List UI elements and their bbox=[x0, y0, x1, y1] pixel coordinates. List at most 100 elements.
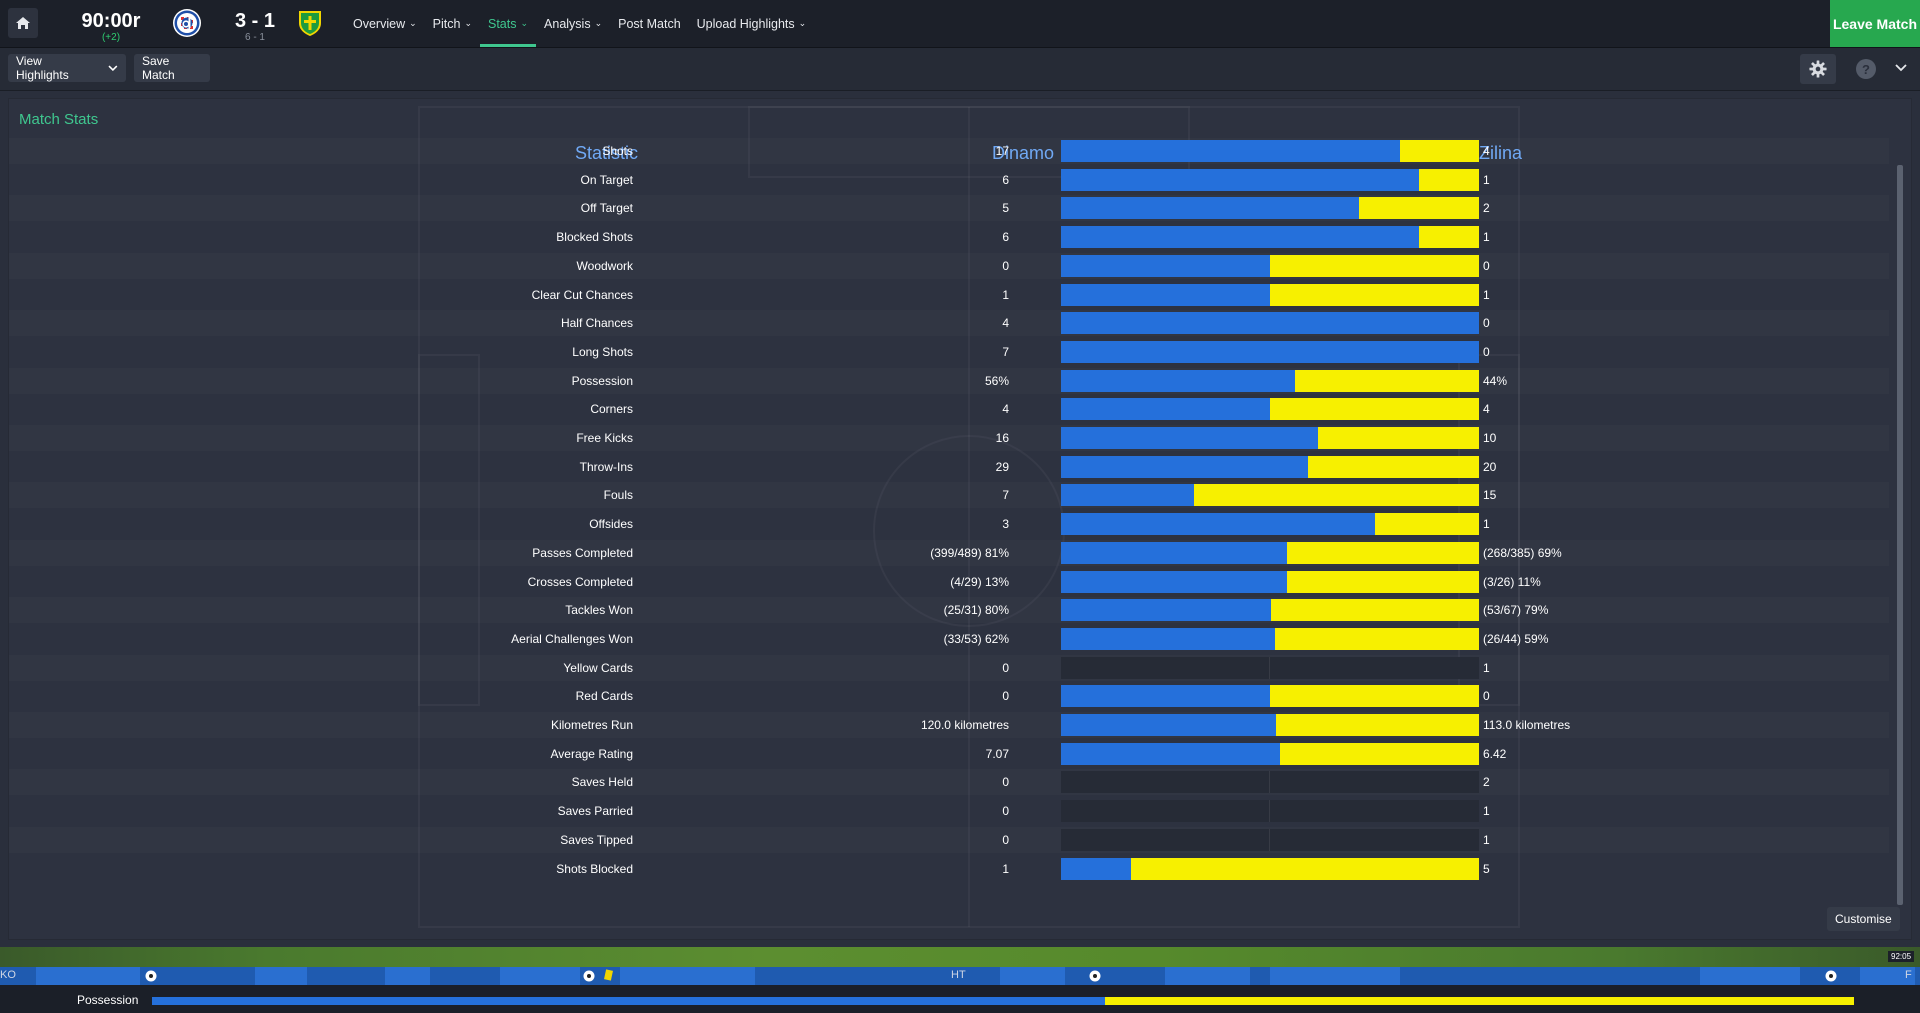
comparison-bar bbox=[1061, 369, 1479, 392]
match-timeline[interactable]: KO HT F bbox=[0, 967, 1920, 985]
home-bar bbox=[1061, 742, 1280, 765]
away-value: (3/26) 11% bbox=[1483, 574, 1541, 589]
stat-row: Shots Blocked 1 5 bbox=[9, 856, 1889, 882]
comparison-bar bbox=[1061, 857, 1479, 880]
stat-row: Crosses Completed (4/29) 13% (3/26) 11% bbox=[9, 569, 1889, 595]
nav-overview[interactable]: Overview ⌄ bbox=[345, 0, 425, 47]
home-value: 0 bbox=[1002, 832, 1009, 847]
away-value: 1 bbox=[1483, 804, 1490, 819]
match-stats-panel: Match Stats Statistic Dinamo Zilina Shot… bbox=[8, 98, 1912, 940]
stat-label: Crosses Completed bbox=[527, 574, 633, 589]
home-value: 120.0 kilometres bbox=[920, 718, 1009, 732]
timeline-segment bbox=[1700, 967, 1800, 985]
home-value: 4 bbox=[1002, 402, 1009, 417]
view-highlights-dropdown[interactable]: View Highlights bbox=[8, 54, 126, 82]
stat-row: Corners 4 4 bbox=[9, 396, 1889, 422]
stat-label: Offsides bbox=[589, 517, 633, 532]
home-value: (25/31) 80% bbox=[943, 603, 1009, 618]
comparison-bar bbox=[1061, 427, 1479, 449]
home-bar bbox=[1061, 398, 1270, 421]
comparison-bar bbox=[1061, 541, 1479, 564]
stat-row: Blocked Shots 6 1 bbox=[9, 224, 1889, 250]
away-value: (268/385) 69% bbox=[1483, 545, 1562, 560]
away-bar bbox=[1280, 742, 1479, 765]
away-value: (53/67) 79% bbox=[1483, 603, 1549, 618]
stat-label: Woodwork bbox=[576, 258, 633, 273]
scrollbar[interactable] bbox=[1897, 165, 1903, 905]
home-bar bbox=[1061, 714, 1276, 736]
nav-analysis[interactable]: Analysis ⌄ bbox=[536, 0, 610, 47]
more-menu-button[interactable] bbox=[1894, 60, 1908, 76]
stat-label: Average Rating bbox=[550, 746, 634, 761]
stat-label: Free Kicks bbox=[576, 431, 633, 445]
goal-ball-icon[interactable] bbox=[583, 970, 595, 982]
home-value: 29 bbox=[995, 459, 1009, 474]
match-nav: Overview ⌄ Pitch ⌄ Stats ⌄ Analysis ⌄ Po… bbox=[345, 0, 814, 47]
stat-row: Possession 56% 44% bbox=[9, 368, 1889, 394]
kick-off-marker: KO bbox=[0, 969, 16, 981]
stat-label: Throw-Ins bbox=[579, 459, 633, 474]
goal-ball-icon[interactable] bbox=[145, 970, 157, 982]
comparison-bar bbox=[1061, 168, 1479, 191]
possession-label: Possession bbox=[77, 993, 139, 1007]
bar-midline bbox=[1269, 800, 1270, 823]
scoreline: 3 - 1 6 - 1 bbox=[225, 10, 285, 43]
away-bar bbox=[1359, 197, 1479, 220]
stat-row: Passes Completed (399/489) 81% (268/385) 6… bbox=[9, 540, 1889, 566]
gear-icon bbox=[1809, 60, 1827, 78]
home-value: 0 bbox=[1002, 258, 1009, 273]
away-bar bbox=[1270, 685, 1479, 708]
comparison-bar bbox=[1061, 627, 1479, 650]
home-bar bbox=[1061, 685, 1270, 708]
goal-ball-icon[interactable] bbox=[1825, 970, 1837, 982]
home-bar bbox=[1061, 312, 1479, 335]
leave-match-button[interactable]: Leave Match bbox=[1830, 0, 1920, 47]
stat-row: Woodwork 0 0 bbox=[9, 253, 1889, 279]
settings-button[interactable] bbox=[1800, 54, 1836, 84]
stat-label: Tackles Won bbox=[565, 603, 633, 618]
stat-row: Tackles Won (25/31) 80% (53/67) 79% bbox=[9, 597, 1889, 623]
away-value: 2 bbox=[1483, 775, 1490, 790]
away-bar bbox=[1271, 599, 1479, 622]
home-bar bbox=[1061, 599, 1271, 622]
help-button[interactable]: ? bbox=[1856, 59, 1876, 79]
stat-label: Saves Parried bbox=[557, 804, 633, 819]
home-bar bbox=[1061, 484, 1194, 507]
yellow-card-icon[interactable] bbox=[604, 969, 613, 981]
home-value: 0 bbox=[1002, 689, 1009, 704]
away-value: (26/44) 59% bbox=[1483, 631, 1549, 646]
stat-label: Corners bbox=[590, 402, 633, 417]
customise-button[interactable]: Customise bbox=[1827, 907, 1900, 931]
home-value: 6 bbox=[1002, 230, 1009, 245]
nav-upload-highlights-label: Upload Highlights bbox=[696, 16, 795, 31]
nav-upload-highlights[interactable]: Upload Highlights ⌄ bbox=[689, 0, 815, 47]
home-bar bbox=[1061, 340, 1479, 363]
comparison-bar bbox=[1061, 140, 1479, 162]
nav-post-match[interactable]: Post Match bbox=[610, 0, 689, 47]
save-match-button[interactable]: Save Match bbox=[134, 54, 210, 82]
home-bar bbox=[1061, 168, 1419, 191]
home-team-column-header: Dinamo bbox=[992, 143, 1055, 163]
home-button[interactable] bbox=[8, 8, 38, 38]
stat-label: Saves Held bbox=[571, 775, 633, 790]
nav-stats[interactable]: Stats ⌄ bbox=[479, 0, 537, 47]
away-bar bbox=[1270, 254, 1479, 277]
stat-row: Clear Cut Chances 1 1 bbox=[9, 282, 1889, 308]
away-value: 2 bbox=[1483, 201, 1490, 216]
stat-row: Kilometres Run 120.0 kilometres 113.0 kilo… bbox=[9, 712, 1889, 738]
away-value: 4 bbox=[1483, 144, 1490, 158]
stat-label: Shots Blocked bbox=[556, 861, 633, 876]
away-value: 0 bbox=[1483, 258, 1490, 273]
bar-midline bbox=[1269, 828, 1270, 851]
chevron-down-icon: ⌄ bbox=[798, 18, 807, 28]
chevron-down-icon: ⌄ bbox=[464, 18, 472, 28]
comparison-bar bbox=[1061, 484, 1479, 507]
replay-time: 92:05 bbox=[1888, 951, 1915, 962]
goal-ball-icon[interactable] bbox=[1089, 970, 1101, 982]
chevron-down-icon: ⌄ bbox=[594, 18, 603, 28]
nav-pitch[interactable]: Pitch ⌄ bbox=[425, 0, 480, 47]
comparison-bar bbox=[1061, 656, 1479, 679]
home-bar bbox=[1061, 226, 1419, 249]
comparison-bar bbox=[1061, 340, 1479, 363]
comparison-bar bbox=[1061, 283, 1479, 306]
